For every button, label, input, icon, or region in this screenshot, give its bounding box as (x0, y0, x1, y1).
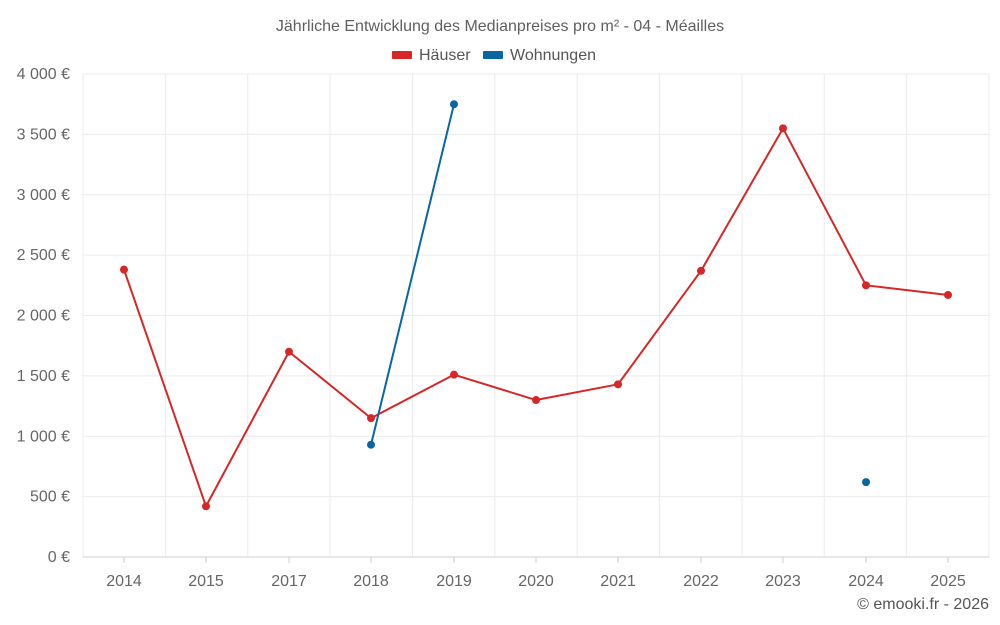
y-tick-label: 4 000 € (17, 66, 70, 83)
legend-houses-swatch (392, 51, 412, 59)
chart-title: Jährliche Entwicklung des Medianpreises … (276, 18, 724, 35)
y-tick-label: 1 000 € (17, 428, 70, 445)
apartments-data-point[interactable] (450, 100, 458, 109)
legend: Häuser Wohnungen (392, 47, 596, 64)
x-tick-label: 2021 (600, 573, 636, 590)
houses-data-point[interactable] (120, 265, 128, 274)
y-tick-label: 500 € (30, 489, 70, 506)
series-layer (120, 100, 952, 511)
y-tick-label: 0 € (48, 549, 70, 566)
x-tick-label: 2022 (683, 573, 719, 590)
y-tick-label: 2 500 € (17, 247, 70, 264)
apartments-series-line (370, 103, 455, 446)
legend-apartments-label: Wohnungen (510, 47, 596, 64)
legend-apartments-swatch (483, 51, 503, 59)
apartments-data-point[interactable] (862, 478, 870, 487)
legend-houses-label: Häuser (419, 47, 471, 64)
x-tick-label: 2018 (353, 573, 389, 590)
houses-data-point[interactable] (367, 414, 375, 423)
houses-data-point[interactable] (697, 266, 705, 275)
x-tick-label: 2015 (188, 573, 224, 590)
source-label: © emooki.fr - 2026 (857, 596, 989, 613)
y-tick-label: 2 000 € (17, 308, 70, 325)
apartments-data-point[interactable] (367, 440, 375, 449)
houses-data-point[interactable] (614, 380, 622, 389)
houses-data-point[interactable] (202, 502, 210, 511)
x-tick-label: 2017 (271, 573, 307, 590)
y-tick-label: 1 500 € (17, 368, 70, 385)
x-tick-label: 2020 (518, 573, 554, 590)
y-tick-label: 3 500 € (17, 126, 70, 143)
label-layer: 0 € 500 € 1 000 € 1 500 € 2 000 € 2 500 € 3 00… (17, 66, 966, 590)
houses-data-point[interactable] (944, 290, 952, 299)
x-tick-label: 2024 (848, 573, 884, 590)
houses-data-point[interactable] (862, 281, 870, 290)
x-tick-label: 2014 (106, 573, 142, 590)
x-tick-label: 2023 (765, 573, 801, 590)
axis-layer (83, 556, 989, 563)
x-tick-label: 2019 (436, 573, 472, 590)
x-tick-label: 2025 (930, 573, 966, 590)
houses-data-point[interactable] (532, 396, 540, 405)
houses-data-point[interactable] (450, 370, 458, 379)
grid-layer (82, 73, 990, 558)
houses-data-point[interactable] (285, 347, 293, 356)
y-tick-label: 3 000 € (17, 187, 70, 204)
houses-data-point[interactable] (779, 124, 787, 133)
